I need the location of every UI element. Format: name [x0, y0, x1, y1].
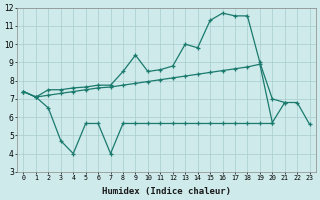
X-axis label: Humidex (Indice chaleur): Humidex (Indice chaleur)	[102, 187, 231, 196]
